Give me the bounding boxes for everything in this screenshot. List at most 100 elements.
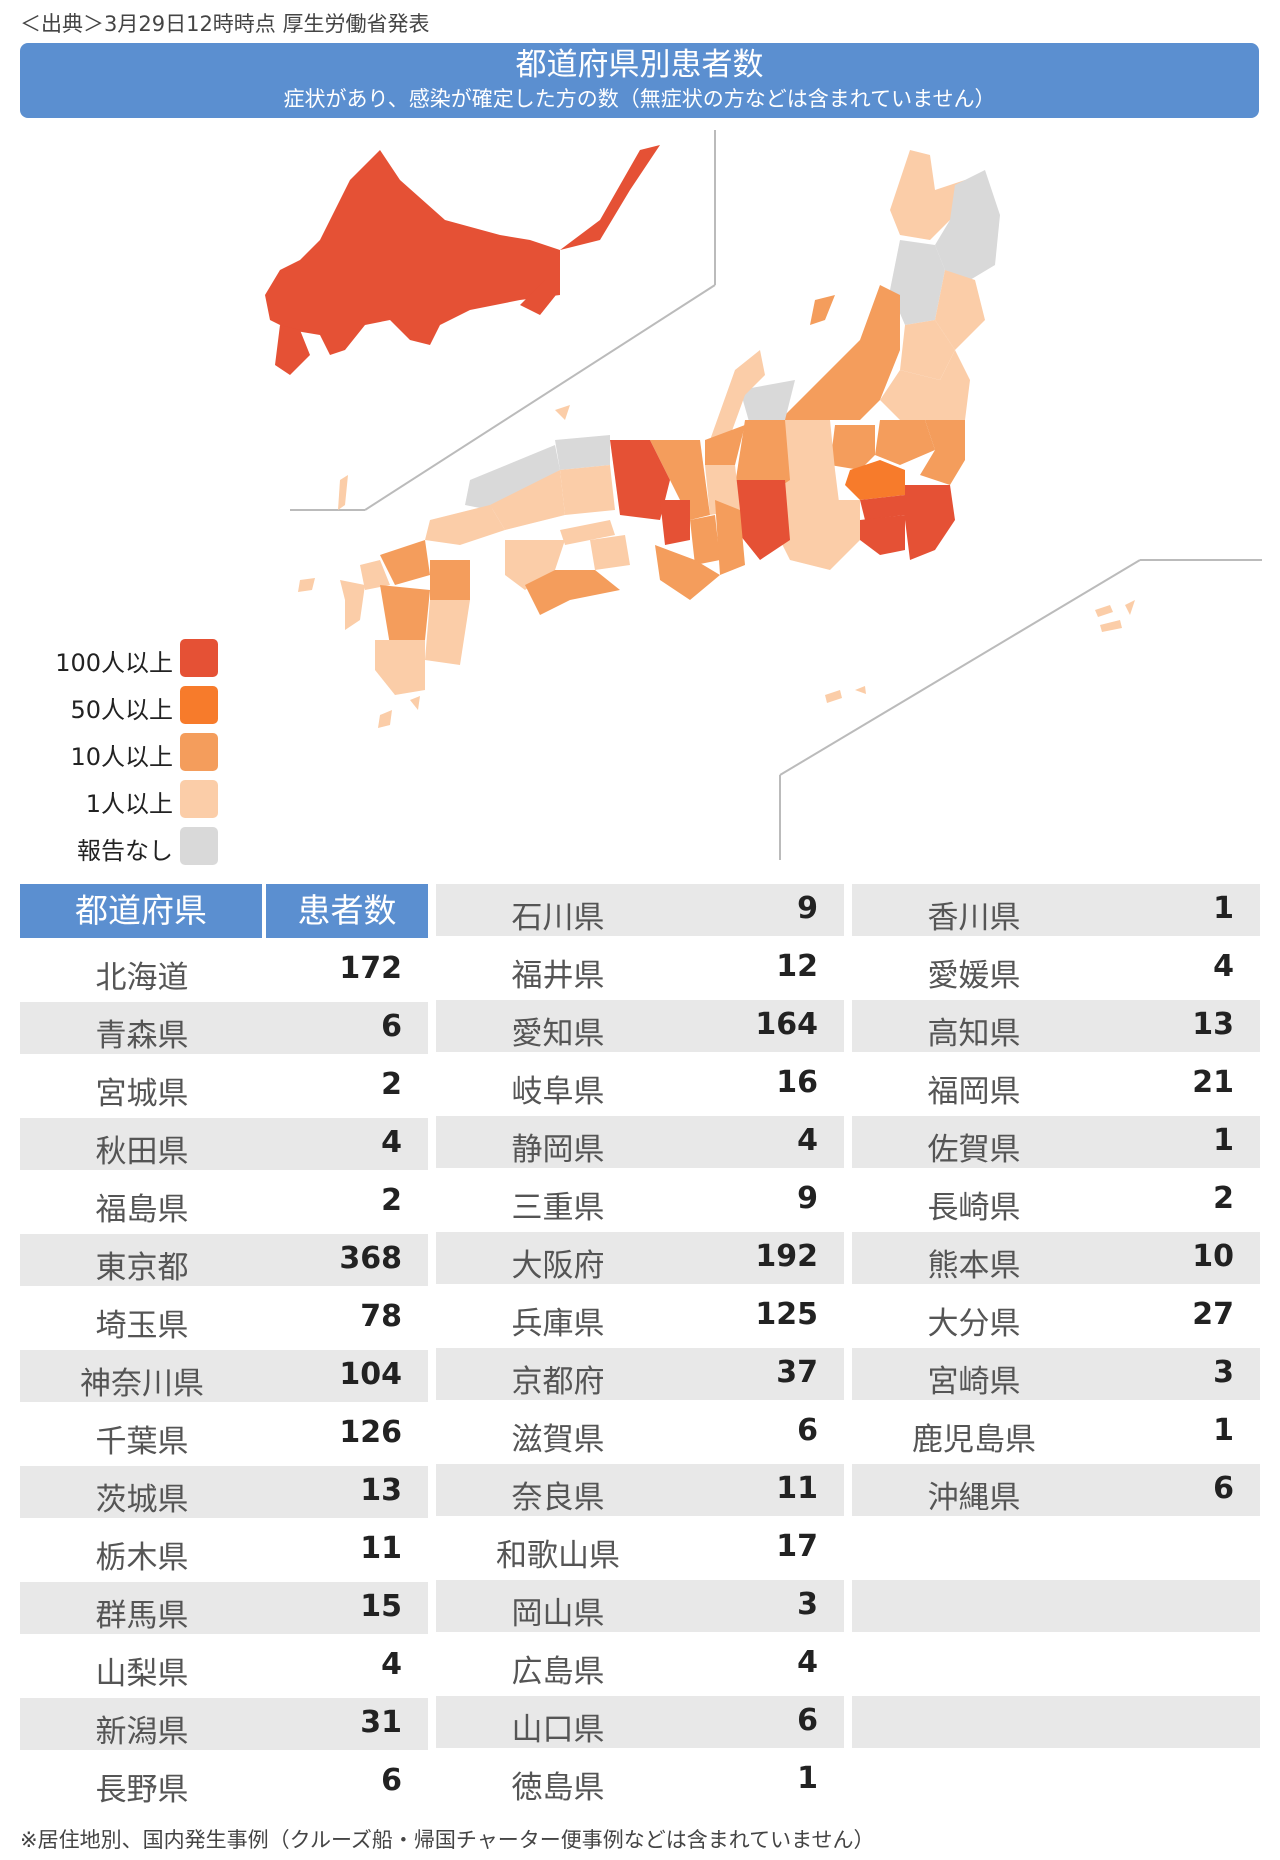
island-yaeyama: [825, 690, 842, 703]
prefecture-name: 栃木県: [95, 1540, 189, 1576]
prefecture-iwate: [935, 170, 1000, 280]
legend-swatch: [180, 639, 218, 677]
table-row: 岡山県 3: [436, 1580, 844, 1632]
table-row: 大阪府 192: [436, 1232, 844, 1284]
patient-count: 1: [1213, 1123, 1234, 1158]
patient-count: 1: [1213, 1413, 1234, 1448]
prefecture-shimane: [465, 445, 560, 510]
legend-label: 10人以上: [70, 743, 173, 771]
patient-count: 4: [797, 1645, 818, 1680]
table-row: 京都府 37: [436, 1348, 844, 1400]
legend-swatch: [180, 733, 218, 771]
japan-map: [265, 130, 1262, 860]
legend-item: 1人以上: [20, 778, 218, 825]
prefecture-name: 宮崎県: [927, 1364, 1021, 1400]
patient-count: 2: [1213, 1181, 1234, 1216]
patient-count: 78: [360, 1299, 402, 1334]
legend-item: 50人以上: [20, 684, 218, 731]
island-yaeyama-2: [855, 686, 866, 694]
prefecture-name: 佐賀県: [927, 1132, 1021, 1168]
table-row: 広島県 4: [436, 1638, 844, 1690]
patient-count: 37: [776, 1355, 818, 1390]
prefecture-name: 長崎県: [927, 1190, 1021, 1226]
patient-count: 9: [797, 1181, 818, 1216]
prefecture-name: 長野県: [95, 1772, 189, 1808]
table-row: 香川県 1: [852, 884, 1260, 936]
legend: 100人以上 50人以上 10人以上 1人以上 報告なし: [20, 637, 218, 872]
legend-swatch: [180, 686, 218, 724]
table-row: 山口県 6: [436, 1696, 844, 1748]
prefecture-name: 沖縄県: [927, 1480, 1021, 1516]
table-column-3: 香川県 1 愛媛県 4 高知県 13 福岡県 21 佐賀県 1 長崎県 2 熊本県 10 大分県 27 宮崎県 3…: [852, 884, 1260, 1812]
prefecture-kumamoto: [380, 585, 430, 645]
prefecture-toyama: [740, 380, 795, 425]
prefecture-shiga: [705, 465, 740, 515]
patient-count: 6: [381, 1009, 402, 1044]
prefecture-name: 静岡県: [511, 1132, 605, 1168]
prefecture-name: 徳島県: [511, 1770, 605, 1806]
island-oki: [555, 405, 570, 420]
prefecture-kochi: [525, 570, 620, 615]
prefecture-ishikawa: [710, 350, 765, 450]
patient-count: 10: [1192, 1239, 1234, 1274]
prefecture-kanagawa: [860, 515, 905, 555]
table-row: [852, 1696, 1260, 1748]
prefecture-name: 山梨県: [95, 1656, 189, 1692]
legend-label: 報告なし: [77, 837, 173, 865]
prefecture-name: 愛知県: [511, 1016, 605, 1052]
prefecture-name: 群馬県: [95, 1598, 189, 1634]
table-row: 埼玉県 78: [20, 1292, 428, 1344]
prefecture-name: 千葉県: [95, 1424, 189, 1460]
patient-count: 1: [797, 1761, 818, 1796]
patient-count: 4: [381, 1125, 402, 1160]
patient-count: 4: [1213, 949, 1234, 984]
table-row: 徳島県 1: [436, 1754, 844, 1806]
patient-count: 4: [797, 1123, 818, 1158]
table-row: [852, 1754, 1260, 1806]
prefecture-name: 岐阜県: [511, 1074, 605, 1110]
prefecture-fukui: [705, 425, 745, 465]
table-row: [852, 1522, 1260, 1574]
prefecture-hokkaido: [265, 150, 560, 355]
patient-count: 13: [360, 1473, 402, 1508]
prefecture-name: 岡山県: [511, 1596, 605, 1632]
table-row: 滋賀県 6: [436, 1406, 844, 1458]
prefecture-name: 大阪府: [511, 1248, 605, 1284]
prefecture-name: 熊本県: [927, 1248, 1021, 1284]
prefecture-kagawa: [560, 520, 615, 545]
prefecture-chiba: [905, 485, 955, 560]
island-miyako: [1100, 620, 1122, 632]
table-row: 福井県 12: [436, 942, 844, 994]
prefecture-name: 京都府: [511, 1364, 605, 1400]
prefecture-name: 奈良県: [511, 1480, 605, 1516]
prefecture-name: 和歌山県: [496, 1538, 620, 1574]
prefecture-fukuoka: [380, 540, 430, 585]
prefecture-niigata: [780, 285, 900, 440]
prefecture-kyoto: [650, 440, 710, 520]
legend-label: 100人以上: [55, 649, 173, 677]
prefecture-gunma: [830, 425, 875, 470]
prefecture-name: 神奈川県: [80, 1366, 204, 1402]
table-row: 長崎県 2: [852, 1174, 1260, 1226]
patient-count: 6: [797, 1703, 818, 1738]
table-row: 茨城県 13: [20, 1466, 428, 1518]
prefecture-tottori: [555, 435, 610, 470]
island-sado: [810, 295, 835, 325]
table-row: 沖縄県 6: [852, 1464, 1260, 1516]
table-row: 石川県 9: [436, 884, 844, 936]
patient-count: 368: [339, 1241, 402, 1276]
patient-count: 13: [1192, 1007, 1234, 1042]
title-banner: 都道府県別患者数 症状があり、感染が確定した方の数（無症状の方などは含まれていま…: [20, 43, 1259, 118]
prefecture-name: 北海道: [95, 960, 189, 996]
prefecture-name: 福岡県: [927, 1074, 1021, 1110]
island-goto: [298, 578, 315, 592]
table-row: 青森県 6: [20, 1002, 428, 1054]
patient-count: 15: [360, 1589, 402, 1624]
prefecture-name: 茨城県: [95, 1482, 189, 1518]
prefecture-okayama: [560, 465, 615, 515]
patient-count: 27: [1192, 1297, 1234, 1332]
prefecture-name: 香川県: [927, 900, 1021, 936]
prefecture-yamagata: [900, 320, 955, 380]
table-header: 都道府県 患者数: [20, 884, 428, 938]
source-note: ＜出典＞3月29日12時時点 厚生労働省発表: [20, 12, 430, 36]
